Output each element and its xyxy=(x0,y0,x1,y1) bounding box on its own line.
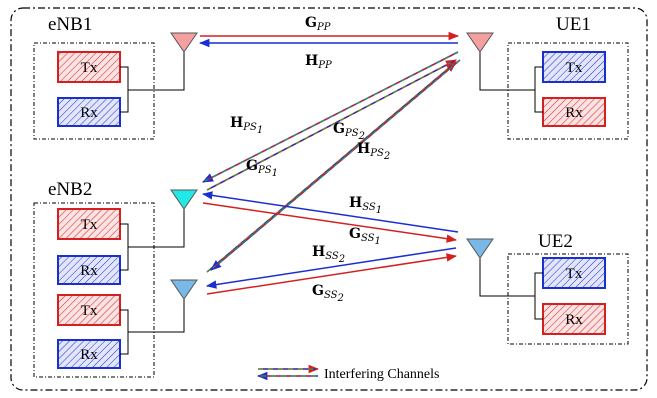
label-gps1: GPS1 xyxy=(246,158,278,179)
antenna-icon xyxy=(170,32,198,53)
legend: Interfering Channels xyxy=(256,364,439,382)
enb1-label: eNB1 xyxy=(48,14,92,35)
svg-text:HPS2: HPS2 xyxy=(357,141,390,162)
ue1-box xyxy=(507,42,629,140)
enb2-box xyxy=(33,202,155,378)
label-gss2: GSS2 xyxy=(312,283,344,304)
enb2-tx1-label: Tx xyxy=(81,217,98,233)
enb2-label: eNB2 xyxy=(48,179,92,200)
svg-text:HSS2: HSS2 xyxy=(312,244,345,265)
channel-gss1-arrow xyxy=(202,202,458,243)
enb2-tx1-block xyxy=(57,208,121,240)
enb2-rx1-block xyxy=(57,255,121,285)
enb1-station: eNB1 Tx Rx xyxy=(33,14,198,140)
antenna-icon xyxy=(170,189,198,210)
ue1-tx-block xyxy=(542,51,606,83)
ue1-label: UE1 xyxy=(556,14,591,35)
antenna-icon xyxy=(170,279,198,300)
enb2-tx2-label: Tx xyxy=(81,303,98,319)
enb2-rx2-label: Rx xyxy=(80,347,98,363)
enb1-rx-label: Rx xyxy=(80,105,98,121)
enb1-tx-label: Tx xyxy=(81,60,98,76)
ue1-rx-block xyxy=(542,97,606,127)
svg-text:HSS1: HSS1 xyxy=(349,195,382,216)
antenna-icon xyxy=(466,32,494,53)
svg-text:GSS1: GSS1 xyxy=(349,226,381,247)
label-hss2: HSS2 xyxy=(312,244,345,265)
svg-text:GPS1: GPS1 xyxy=(246,158,278,179)
enb2-tx2-block xyxy=(57,294,121,326)
svg-text:GPS2: GPS2 xyxy=(333,121,365,142)
interference-ue1-enb2b xyxy=(210,59,461,271)
svg-text:GPP: GPP xyxy=(305,15,331,33)
ue2-tx-label: Tx xyxy=(566,266,583,282)
svg-text:GSS2: GSS2 xyxy=(312,283,344,304)
interference-enb2b-ue1 xyxy=(206,61,457,273)
enb2-rx2-block xyxy=(57,339,121,369)
ue2-tx-block xyxy=(542,257,606,289)
ue1-tx-label: Tx xyxy=(566,60,583,76)
label-hps1: HPS1 xyxy=(230,115,263,136)
antenna-icon xyxy=(466,238,494,259)
outer-frame xyxy=(10,7,648,391)
ue2-rx-block xyxy=(542,303,606,335)
ue1-rx-label: Rx xyxy=(565,105,583,121)
svg-text:HPS1: HPS1 xyxy=(230,115,263,136)
enb2-rx1-label: Rx xyxy=(80,263,98,279)
ue1-station: UE1 Tx Rx xyxy=(466,14,629,140)
label-gss1: GSS1 xyxy=(349,226,381,247)
channel-hss1-arrow xyxy=(201,191,459,233)
label-hps2: HPS2 xyxy=(357,141,390,162)
ue2-label: UE2 xyxy=(538,231,573,252)
interference-enb2-ue1-upper xyxy=(206,59,457,191)
enb2-station: eNB2 Tx Rx Tx Rx xyxy=(33,179,198,378)
ue2-box xyxy=(507,253,629,345)
channel-gss2-arrow xyxy=(206,253,458,295)
label-gpp: GPP xyxy=(305,15,331,33)
channel-hss2-arrow xyxy=(205,247,457,289)
label-hpp: HPP xyxy=(305,53,332,71)
svg-text:HPP: HPP xyxy=(305,53,332,71)
ue2-rx-label: Rx xyxy=(565,312,583,328)
label-gps2: GPS2 xyxy=(333,121,365,142)
interference-ue1-enb2-upper xyxy=(202,51,459,183)
label-hss1: HSS1 xyxy=(349,195,382,216)
enb1-box xyxy=(33,42,155,140)
legend-label: Interfering Channels xyxy=(324,367,439,382)
ue2-station: UE2 Tx Rx xyxy=(466,231,629,345)
